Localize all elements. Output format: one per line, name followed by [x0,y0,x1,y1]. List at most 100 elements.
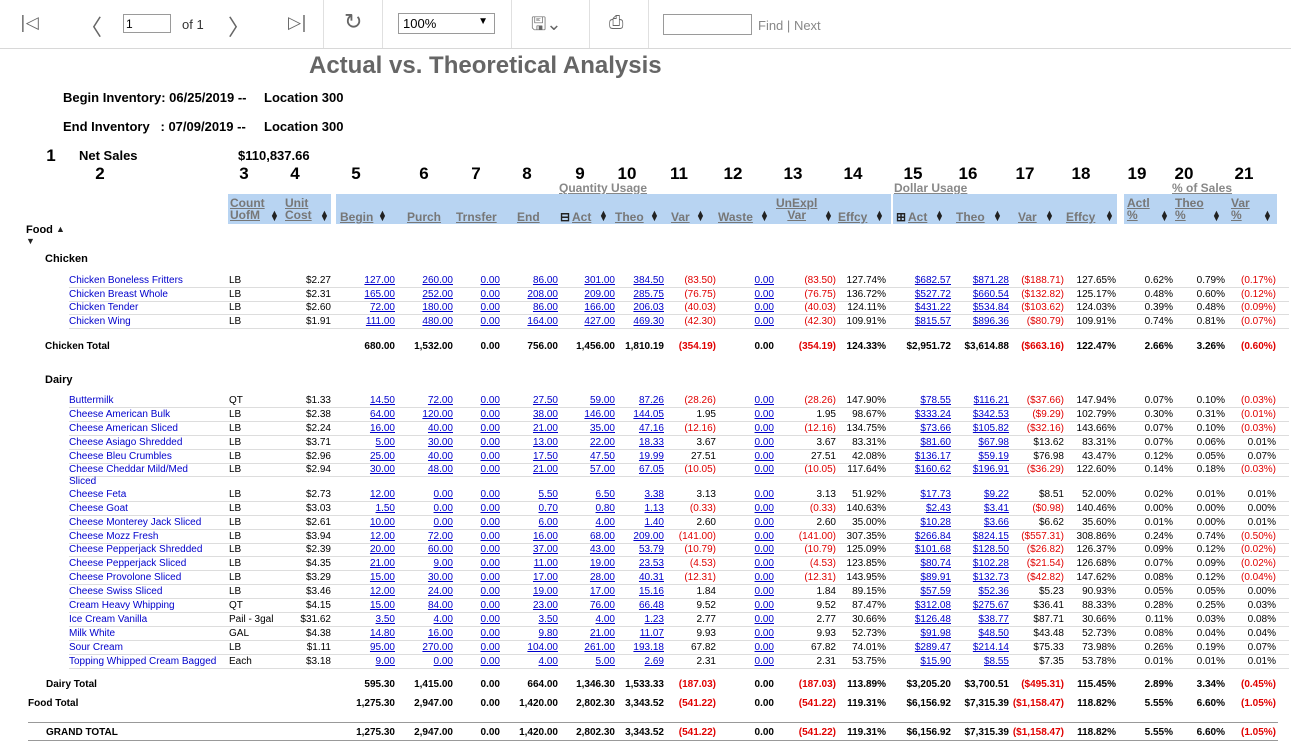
value-cell[interactable]: 0.00 [480,656,500,667]
page-number-input[interactable] [123,14,171,33]
value-cell[interactable]: $682.57 [914,275,951,286]
value-cell[interactable]: 144.05 [633,409,664,420]
sort-icon[interactable]: ▲ ▼ [1212,208,1221,223]
value-cell[interactable]: $48.50 [978,628,1009,639]
value-cell[interactable]: 0.00 [480,572,500,583]
item-name-link[interactable]: Chicken Tender [69,302,139,314]
value-cell[interactable]: 18.33 [638,437,664,448]
item-name-link[interactable]: Cream Heavy Whipping [69,600,175,611]
value-cell[interactable]: 180.00 [422,302,453,314]
item-name-link[interactable]: Cheese Feta [69,489,127,500]
value-cell[interactable]: 12.00 [369,489,395,500]
value-cell[interactable]: 427.00 [584,316,615,328]
value-cell[interactable]: 261.00 [584,642,615,653]
value-cell[interactable]: 0.00 [754,275,774,286]
value-cell[interactable]: 47.16 [638,423,664,434]
value-cell[interactable]: $10.28 [920,517,951,528]
value-cell[interactable]: 120.00 [422,409,453,420]
value-cell[interactable]: 30.00 [369,464,395,475]
value-cell[interactable]: 68.00 [589,531,615,542]
value-cell[interactable]: 6.50 [595,489,615,500]
value-cell[interactable]: 0.00 [754,517,774,528]
value-cell[interactable]: 146.00 [584,409,615,420]
sort-icon[interactable]: ▲ ▼ [935,208,944,223]
value-cell[interactable]: 208.00 [527,288,558,300]
value-cell[interactable]: 20.00 [369,544,395,555]
value-cell[interactable]: 209.00 [584,288,615,300]
value-cell[interactable]: 301.00 [584,275,615,286]
value-cell[interactable]: 57.00 [589,464,615,475]
value-cell[interactable]: 0.00 [433,517,453,528]
value-cell[interactable]: $3.41 [983,503,1009,514]
value-cell[interactable]: 19.99 [638,451,664,462]
value-cell[interactable]: 27.50 [532,395,558,406]
value-cell[interactable]: 95.00 [369,642,395,653]
value-cell[interactable]: 0.00 [754,423,774,434]
sort-icon[interactable]: ▲ ▼ [824,208,833,223]
value-cell[interactable]: $73.66 [920,423,951,434]
value-cell[interactable]: 72.00 [369,302,395,314]
value-cell[interactable]: $289.47 [914,642,951,653]
value-cell[interactable]: 14.50 [369,395,395,406]
value-cell[interactable]: 66.48 [638,600,664,611]
value-cell[interactable]: 0.00 [480,600,500,611]
value-cell[interactable]: 48.00 [427,464,453,475]
value-cell[interactable]: 0.00 [480,503,500,514]
value-cell[interactable]: 384.50 [633,275,664,286]
value-cell[interactable]: 9.00 [375,656,395,667]
value-cell[interactable]: $91.98 [920,628,951,639]
value-cell[interactable]: 0.00 [480,544,500,555]
value-cell[interactable]: 0.00 [754,288,774,300]
value-cell[interactable]: 0.80 [595,503,615,514]
sort-icon[interactable]: ▲ ▼ [696,208,705,223]
value-cell[interactable]: $312.08 [914,600,951,611]
value-cell[interactable]: 12.00 [369,586,395,597]
value-cell[interactable]: 86.00 [532,302,558,314]
find-link[interactable]: Find [758,18,784,33]
header-count[interactable]: Count UofM [230,196,265,222]
sort-icon[interactable]: ▲ ▼ [1105,208,1114,223]
value-cell[interactable]: 3.50 [375,614,395,625]
header-trnsfer[interactable]: Trnsfer [456,210,497,224]
value-cell[interactable]: $660.54 [972,288,1009,300]
value-cell[interactable]: $81.60 [920,437,951,448]
value-cell[interactable]: 15.00 [369,600,395,611]
value-cell[interactable]: 17.00 [532,572,558,583]
value-cell[interactable]: 0.00 [754,544,774,555]
value-cell[interactable]: $3.66 [983,517,1009,528]
value-cell[interactable]: 104.00 [527,642,558,653]
value-cell[interactable]: 86.00 [532,275,558,286]
value-cell[interactable]: 0.00 [480,628,500,639]
sort-icon[interactable]: ▲ ▼ [26,224,65,246]
print-icon[interactable]: ⎙ [609,12,624,33]
value-cell[interactable]: 0.00 [480,464,500,475]
value-cell[interactable]: 37.00 [532,544,558,555]
value-cell[interactable]: 67.05 [638,464,664,475]
header-act[interactable]: Act [572,210,592,224]
value-cell[interactable]: 38.00 [532,409,558,420]
value-cell[interactable]: $342.53 [972,409,1009,420]
value-cell[interactable]: 193.18 [633,642,664,653]
value-cell[interactable]: 23.53 [638,558,664,569]
item-name-link[interactable]: Buttermilk [69,395,114,406]
expand-icon[interactable]: ⊞ [896,210,907,224]
value-cell[interactable]: $89.91 [920,572,951,583]
sort-icon[interactable]: ▲ ▼ [993,208,1002,223]
value-cell[interactable]: $275.67 [972,600,1009,611]
value-cell[interactable]: 23.00 [532,600,558,611]
header-unit-cost[interactable]: Unit Cost [285,196,312,222]
value-cell[interactable]: 53.79 [638,544,664,555]
value-cell[interactable]: 0.00 [754,464,774,475]
header-unexpl-var[interactable]: UnExpl Var [776,196,818,222]
item-name-link[interactable]: Milk White [69,628,116,639]
value-cell[interactable]: 480.00 [422,316,453,328]
item-name-link[interactable]: Cheese American Sliced [69,423,178,434]
value-cell[interactable]: 0.00 [480,558,500,569]
value-cell[interactable]: 0.00 [754,614,774,625]
value-cell[interactable]: 0.00 [754,531,774,542]
value-cell[interactable]: $431.22 [914,302,951,314]
value-cell[interactable]: 5.00 [375,437,395,448]
value-cell[interactable]: 15.00 [369,572,395,583]
header-effcy[interactable]: Effcy [838,210,868,224]
next-link[interactable]: Next [793,18,821,33]
